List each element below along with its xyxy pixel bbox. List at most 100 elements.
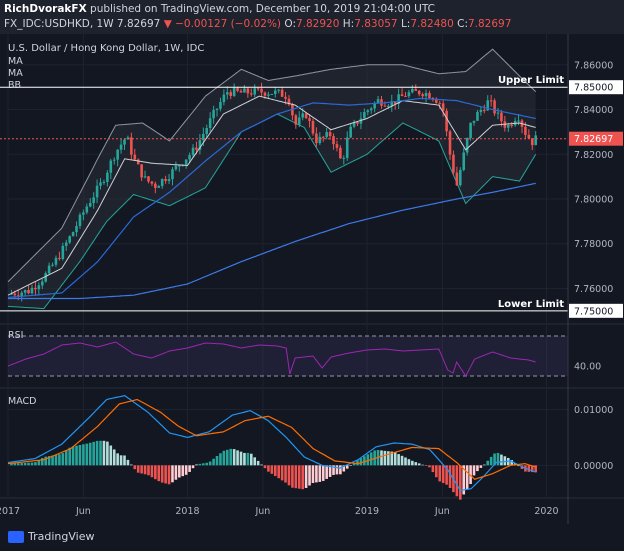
price-tick-label: 7.86000 bbox=[574, 60, 613, 71]
candle-body bbox=[198, 140, 202, 150]
macd-histogram-bar bbox=[421, 464, 424, 466]
limit-value-label: 7.75000 bbox=[574, 306, 613, 317]
ohlc-close-label: C: bbox=[457, 18, 468, 30]
bollinger-upper bbox=[7, 48, 537, 283]
macd-histogram-bar bbox=[517, 465, 520, 467]
candle-body bbox=[421, 94, 424, 97]
ohlc-open: 7.82920 bbox=[295, 18, 340, 30]
macd-histogram-bar bbox=[273, 465, 277, 477]
macd-histogram-bar bbox=[64, 450, 68, 466]
symbol-label[interactable]: FX_IDC:USDHKD, 1W bbox=[4, 18, 114, 30]
macd-histogram-bar bbox=[304, 465, 308, 488]
candle-body bbox=[404, 96, 407, 98]
candle-body bbox=[321, 136, 325, 138]
candle-body bbox=[44, 273, 47, 282]
macd-histogram-bar bbox=[219, 453, 222, 466]
macd-histogram-bar bbox=[356, 460, 359, 466]
macd-histogram-bar bbox=[345, 465, 349, 469]
indicator-ma-1[interactable]: MA bbox=[8, 56, 23, 67]
macd-histogram-bar bbox=[116, 453, 119, 466]
tradingview-logo[interactable]: TradingView bbox=[8, 530, 94, 543]
candle-body bbox=[208, 118, 212, 128]
macd-tick-label: 0.00000 bbox=[574, 461, 613, 472]
candle-body bbox=[249, 93, 253, 95]
rsi-title[interactable]: RSI bbox=[8, 330, 23, 341]
candle-body bbox=[469, 122, 472, 139]
candle-body bbox=[123, 139, 126, 145]
macd-histogram-bar bbox=[75, 445, 78, 466]
macd-title[interactable]: MACD bbox=[8, 396, 36, 407]
indicator-ma-2[interactable]: MA bbox=[8, 68, 23, 79]
candle-body bbox=[40, 281, 44, 286]
macd-histogram-bar bbox=[40, 457, 44, 466]
candle-body bbox=[417, 90, 421, 95]
macd-histogram-bar bbox=[246, 452, 250, 466]
macd-histogram-bar bbox=[530, 465, 534, 473]
candle-body bbox=[304, 113, 308, 119]
x-tick-label: 2019 bbox=[355, 506, 379, 517]
macd-histogram-bar bbox=[154, 465, 157, 480]
x-tick-label: 2018 bbox=[175, 506, 199, 517]
candle-body bbox=[390, 101, 394, 106]
candle-body bbox=[236, 87, 239, 91]
candle-body bbox=[297, 117, 301, 125]
candle-body bbox=[363, 112, 366, 119]
macd-histogram-bar bbox=[311, 465, 315, 484]
publish-line: RichDvorakFX published on TradingView.co… bbox=[4, 3, 435, 15]
candle-body bbox=[479, 109, 483, 113]
candle-body bbox=[387, 105, 390, 107]
macd-histogram-bar bbox=[30, 462, 34, 466]
candle-body bbox=[411, 88, 414, 93]
macd-histogram-bar bbox=[438, 465, 442, 482]
candle-body bbox=[325, 132, 328, 138]
candle-body bbox=[294, 115, 298, 125]
candle-body bbox=[92, 197, 95, 203]
candle-body bbox=[407, 92, 411, 97]
candle-body bbox=[212, 110, 215, 119]
bollinger-fill bbox=[8, 49, 536, 309]
candle-body bbox=[335, 144, 339, 148]
candle-body bbox=[373, 102, 376, 109]
macd-histogram-bar bbox=[435, 465, 438, 478]
rsi-line bbox=[7, 341, 536, 377]
price-tick-label: 7.76000 bbox=[574, 284, 613, 295]
macd-histogram-bar bbox=[171, 465, 174, 483]
macd-histogram-bar bbox=[459, 465, 462, 500]
moving-averages bbox=[7, 95, 536, 300]
indicator-bb[interactable]: BB bbox=[8, 80, 21, 91]
macd-histogram-bar bbox=[34, 462, 37, 466]
macd-histogram-bar bbox=[27, 462, 30, 466]
candle-body bbox=[150, 181, 154, 184]
author-name[interactable]: RichDvorakFX bbox=[4, 3, 87, 15]
chart-canvas[interactable]: Upper Limit 7.85000 Lower Limit 7.75000 7.82… bbox=[0, 34, 624, 524]
macd-histogram-bar bbox=[414, 462, 418, 466]
candle-body bbox=[393, 101, 397, 104]
macd-histogram-bar bbox=[472, 465, 476, 476]
tradingview-icon bbox=[8, 530, 24, 543]
candle-body bbox=[215, 108, 219, 111]
x-tick-label: 2017 bbox=[0, 506, 20, 517]
macd-histogram-bar bbox=[400, 455, 404, 466]
macd-histogram-bar bbox=[20, 463, 24, 466]
candle-body bbox=[359, 118, 363, 124]
macd-histogram-bar bbox=[270, 465, 274, 474]
candle-body bbox=[143, 176, 147, 178]
candle-body bbox=[267, 94, 270, 96]
candle-body bbox=[119, 144, 123, 150]
candle-body bbox=[116, 149, 119, 160]
macd-histogram-bar bbox=[236, 450, 239, 466]
candle-body bbox=[500, 112, 503, 122]
macd-histogram-bar bbox=[349, 465, 352, 466]
candle-body bbox=[88, 202, 92, 207]
candle-body bbox=[99, 182, 102, 186]
down-arrow-icon: ▼ bbox=[163, 18, 172, 30]
candle-body bbox=[160, 179, 164, 187]
macd-histogram-bar bbox=[527, 465, 531, 472]
macd-histogram-bar bbox=[136, 465, 140, 473]
limit-name: Lower Limit bbox=[498, 299, 564, 310]
ohlc-low: 7.82480 bbox=[410, 18, 454, 30]
candle-body bbox=[68, 236, 71, 243]
macd-histogram-bar bbox=[445, 465, 448, 485]
candle-body bbox=[287, 98, 291, 105]
candle-body bbox=[400, 94, 404, 97]
